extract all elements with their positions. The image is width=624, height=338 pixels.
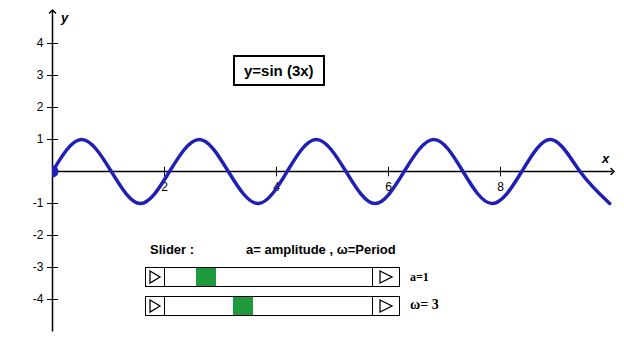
svg-text:1: 1 xyxy=(37,132,44,146)
svg-text:2: 2 xyxy=(37,100,44,114)
svg-text:4: 4 xyxy=(37,36,44,50)
svg-text:3: 3 xyxy=(37,68,44,82)
svg-text:-3: -3 xyxy=(33,260,44,274)
html-text:a=1: a=1 xyxy=(410,270,429,284)
svg-text:x: x xyxy=(601,151,610,166)
svg-text:-2: -2 xyxy=(33,228,44,242)
html-text:Slider :: Slider : xyxy=(150,242,195,257)
svg-text:2: 2 xyxy=(161,180,168,195)
svg-text:6: 6 xyxy=(385,180,392,195)
svg-text:8: 8 xyxy=(497,180,504,194)
svg-text:-4: -4 xyxy=(33,292,44,306)
html-text:ω= 3: ω= 3 xyxy=(410,297,439,312)
html-text:y=sin (3x): y=sin (3x) xyxy=(244,62,314,79)
html-text:a= amplitude , ω=Period: a= amplitude , ω=Period xyxy=(246,242,396,257)
svg-text:-1: -1 xyxy=(33,196,44,210)
svg-text:y: y xyxy=(60,10,69,25)
